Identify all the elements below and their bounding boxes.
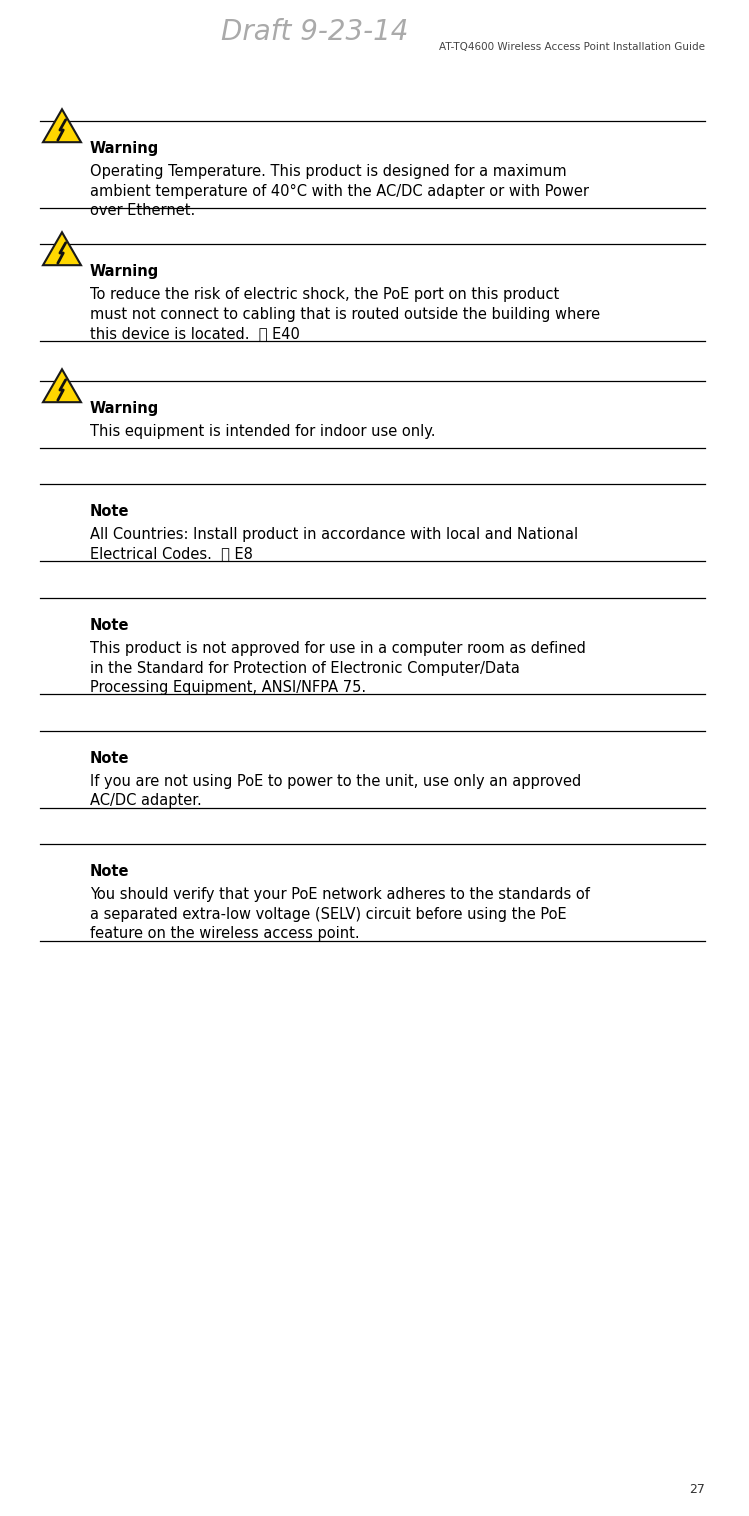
Text: Warning: Warning [90, 402, 160, 415]
Text: over Ethernet.: over Ethernet. [90, 203, 195, 218]
Text: feature on the wireless access point.: feature on the wireless access point. [90, 926, 360, 941]
Text: You should verify that your PoE network adheres to the standards of: You should verify that your PoE network … [90, 887, 590, 902]
Text: AC/DC adapter.: AC/DC adapter. [90, 793, 201, 808]
Text: Note: Note [90, 503, 130, 518]
Text: Operating Temperature. This product is designed for a maximum: Operating Temperature. This product is d… [90, 164, 567, 179]
Text: must not connect to cabling that is routed outside the building where: must not connect to cabling that is rout… [90, 306, 600, 321]
Polygon shape [43, 370, 81, 402]
Text: Processing Equipment, ANSI/NFPA 75.: Processing Equipment, ANSI/NFPA 75. [90, 681, 366, 694]
Text: Electrical Codes.  ⫟ E8: Electrical Codes. ⫟ E8 [90, 546, 253, 561]
Text: AT-TQ4600 Wireless Access Point Installation Guide: AT-TQ4600 Wireless Access Point Installa… [439, 42, 705, 52]
Text: this device is located.  ⫟ E40: this device is located. ⫟ E40 [90, 326, 300, 341]
Text: Warning: Warning [90, 264, 160, 279]
Text: If you are not using PoE to power to the unit, use only an approved: If you are not using PoE to power to the… [90, 775, 581, 788]
Text: Draft 9-23-14: Draft 9-23-14 [221, 18, 408, 45]
Text: All Countries: Install product in accordance with local and National: All Countries: Install product in accord… [90, 528, 578, 543]
Text: Note: Note [90, 864, 130, 879]
Polygon shape [43, 109, 81, 143]
Polygon shape [43, 232, 81, 265]
Text: a separated extra-low voltage (SELV) circuit before using the PoE: a separated extra-low voltage (SELV) cir… [90, 907, 567, 922]
Text: This equipment is intended for indoor use only.: This equipment is intended for indoor us… [90, 424, 435, 440]
Text: in the Standard for Protection of Electronic Computer/Data: in the Standard for Protection of Electr… [90, 661, 520, 676]
Text: 27: 27 [689, 1483, 705, 1496]
Text: Note: Note [90, 619, 130, 634]
Text: Note: Note [90, 750, 130, 766]
Text: ambient temperature of 40°C with the AC/DC adapter or with Power: ambient temperature of 40°C with the AC/… [90, 183, 589, 199]
Text: This product is not approved for use in a computer room as defined: This product is not approved for use in … [90, 641, 586, 656]
Text: Warning: Warning [90, 141, 160, 156]
Text: To reduce the risk of electric shock, the PoE port on this product: To reduce the risk of electric shock, th… [90, 287, 560, 302]
